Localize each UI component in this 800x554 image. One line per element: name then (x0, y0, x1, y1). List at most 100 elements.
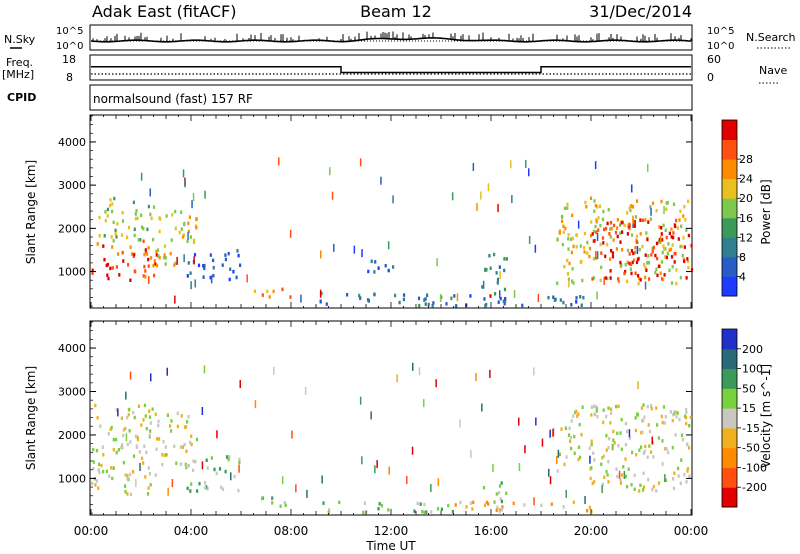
range-cell (146, 227, 149, 232)
range-cell (636, 257, 639, 261)
range-cell (132, 410, 135, 415)
range-cell (489, 294, 492, 298)
range-cell (679, 209, 682, 213)
range-cell (643, 262, 646, 267)
range-cell (91, 271, 94, 275)
range-cell (451, 192, 454, 201)
noise-tick-left-bottom: 10^0 (56, 41, 83, 52)
range-cell (106, 214, 109, 218)
range-cell (503, 268, 506, 273)
range-cell (374, 465, 376, 474)
range-cell (156, 248, 160, 252)
range-cell (112, 220, 115, 225)
range-cell (126, 492, 129, 496)
nave-label: Nave (759, 64, 787, 77)
x-tick-label: 12:00 (374, 524, 409, 538)
range-cell (643, 449, 646, 454)
range-cell (117, 252, 120, 256)
range-cell (106, 207, 109, 212)
range-cell (227, 457, 230, 462)
colorbar-swatch (722, 237, 737, 258)
range-cell (648, 444, 651, 448)
range-cell (163, 253, 166, 257)
range-cell (685, 276, 688, 280)
y-tick-label: 2000 (58, 222, 86, 235)
range-cell (559, 298, 562, 302)
range-cell (658, 225, 661, 229)
velocity-cbar-label: Velocity [m s^-1] (759, 364, 773, 468)
range-cell (651, 246, 654, 251)
range-cell (638, 276, 641, 281)
range-cell (380, 503, 384, 508)
range-cell (655, 406, 658, 410)
range-cell (104, 219, 107, 223)
range-cell (238, 464, 240, 473)
range-cell (609, 407, 613, 411)
range-cell (454, 503, 457, 507)
range-cell (523, 503, 526, 507)
range-cell (623, 223, 626, 227)
range-cell (387, 241, 390, 250)
range-cell (628, 261, 631, 266)
range-cell (654, 270, 657, 275)
range-cell (487, 183, 490, 192)
range-cell (112, 239, 115, 243)
range-cell (683, 259, 686, 264)
range-cell (616, 218, 619, 222)
range-cell (189, 489, 192, 493)
range-cell (98, 234, 101, 238)
range-cell (652, 455, 655, 459)
range-cell (586, 240, 589, 245)
range-cell (635, 238, 638, 243)
range-cell (567, 247, 570, 251)
range-cell (621, 230, 624, 234)
range-cell (663, 247, 666, 251)
range-cell (592, 451, 595, 455)
range-cell (637, 281, 640, 286)
range-cell (501, 505, 504, 509)
range-cell (320, 250, 322, 259)
range-cell (657, 264, 660, 269)
range-cell (96, 416, 99, 420)
range-cell (603, 227, 606, 232)
range-cell (140, 423, 143, 427)
range-cell (424, 297, 427, 301)
range-cell (556, 469, 559, 473)
range-cell (230, 472, 232, 481)
freq-trace (91, 66, 691, 74)
range-cell (109, 203, 112, 208)
range-cell (660, 226, 663, 230)
range-cell (157, 254, 160, 258)
range-cell (493, 252, 496, 257)
range-cell (689, 415, 692, 420)
range-cell (569, 439, 572, 443)
range-cell (169, 251, 172, 256)
range-cell (133, 233, 136, 238)
colorbar-swatch (722, 427, 737, 449)
range-cell (624, 421, 627, 426)
range-cell (562, 505, 565, 509)
range-cell (189, 440, 192, 445)
noise-tick-left-top: 10^5 (56, 26, 83, 37)
range-cell (190, 281, 192, 290)
range-cell (642, 488, 645, 492)
range-cell (634, 271, 637, 275)
range-cell (593, 199, 596, 203)
range-cell (629, 267, 632, 271)
range-cell (496, 277, 500, 282)
range-cell (619, 431, 622, 435)
nave-tick-top: 60 (707, 53, 721, 66)
range-cell (607, 208, 610, 212)
range-cell (589, 196, 593, 200)
range-cell (617, 277, 620, 281)
range-cell (596, 291, 598, 300)
range-cell (686, 467, 690, 471)
range-cell (641, 430, 644, 435)
range-cell (221, 487, 225, 491)
colorbar-swatch (722, 276, 737, 297)
range-cell (175, 461, 178, 465)
range-cell (295, 484, 297, 493)
range-cell (149, 483, 152, 487)
range-cell (126, 442, 129, 447)
range-cell (638, 489, 641, 493)
